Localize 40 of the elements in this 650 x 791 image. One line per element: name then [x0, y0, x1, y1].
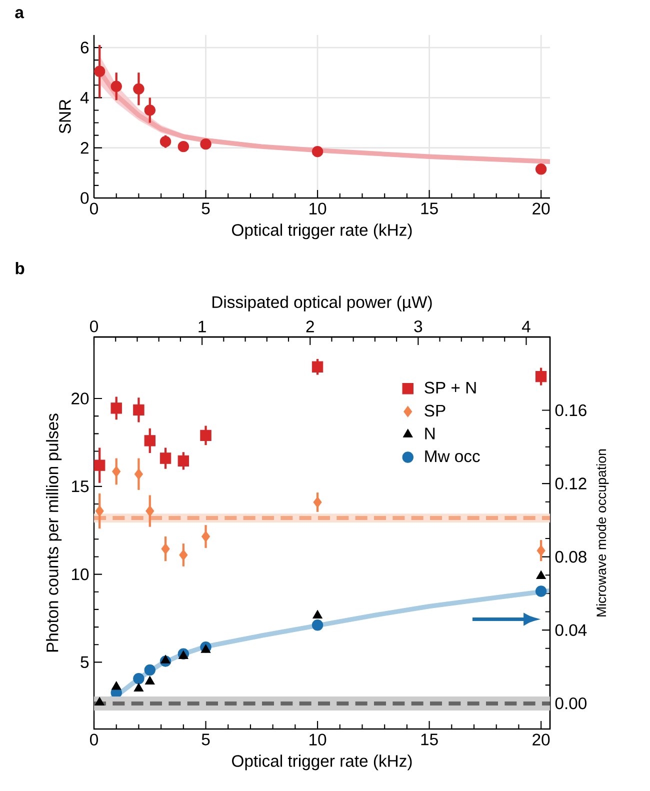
- y-tick-label: 5: [80, 656, 89, 668]
- y2-tick-label: 0.12: [555, 478, 586, 490]
- y-tick-label: 2: [80, 142, 88, 154]
- legend-label: N: [425, 428, 435, 440]
- x-tick-label: 15: [421, 202, 438, 214]
- x-tick-label: 10: [310, 202, 326, 215]
- y-tick-label: 10: [72, 568, 89, 580]
- chart-title: b: [16, 262, 24, 274]
- y-tick-label: 15: [72, 480, 89, 492]
- x-tick-label: 0: [90, 202, 98, 215]
- legend-label: SP: [424, 404, 446, 417]
- x-tick-label: 15: [421, 734, 438, 746]
- x-tick-label: 0: [90, 734, 98, 746]
- x-axis-title: Optical trigger rate (kHz): [232, 224, 412, 240]
- y2-tick-label: 0.04: [555, 624, 587, 636]
- x-tick-label: 10: [310, 734, 326, 746]
- y-tick-label: 6: [80, 42, 89, 54]
- x-axis-title: Optical trigger rate (kHz): [232, 754, 412, 770]
- y2-tick-label: 0.08: [555, 550, 586, 563]
- x-tick-label: 20: [532, 202, 550, 215]
- legend-label: Mw occ: [425, 450, 480, 462]
- x-tick-label: 20: [532, 734, 550, 746]
- x2-tick-label: 2: [306, 320, 314, 332]
- chart-title: a: [15, 9, 24, 18]
- x2-tick-label: 3: [414, 320, 422, 332]
- x2-tick-label: 0: [90, 320, 98, 332]
- y2-tick-label: 0.00: [555, 697, 586, 710]
- x2-tick-label: 1: [198, 320, 206, 332]
- x-tick-label: 5: [202, 202, 210, 214]
- x2-axis-title: Dissipated optical power (µW): [212, 296, 432, 312]
- y-tick-label: 20: [72, 392, 89, 404]
- legend-label: SP + N: [424, 382, 476, 394]
- y2-tick-label: 0.16: [555, 404, 586, 416]
- y2-axis-title: Microwave mode occupation: [596, 449, 609, 616]
- x-tick-label: 5: [202, 734, 210, 746]
- y-tick-label: 0: [80, 192, 89, 204]
- y-axis-title: SNR: [59, 100, 71, 134]
- y-axis-title: Photon counts per million pulses: [46, 414, 62, 652]
- y-tick-label: 4: [80, 92, 89, 104]
- x2-tick-label: 4: [522, 320, 530, 332]
